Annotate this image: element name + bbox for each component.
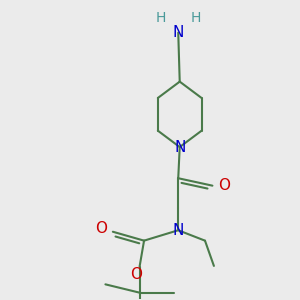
Text: N: N: [172, 223, 184, 238]
Text: O: O: [130, 267, 142, 282]
Text: N: N: [174, 140, 185, 154]
Text: O: O: [218, 178, 230, 193]
Text: O: O: [96, 221, 108, 236]
Text: H: H: [191, 11, 201, 25]
Text: H: H: [155, 11, 166, 25]
Text: N: N: [172, 25, 184, 40]
